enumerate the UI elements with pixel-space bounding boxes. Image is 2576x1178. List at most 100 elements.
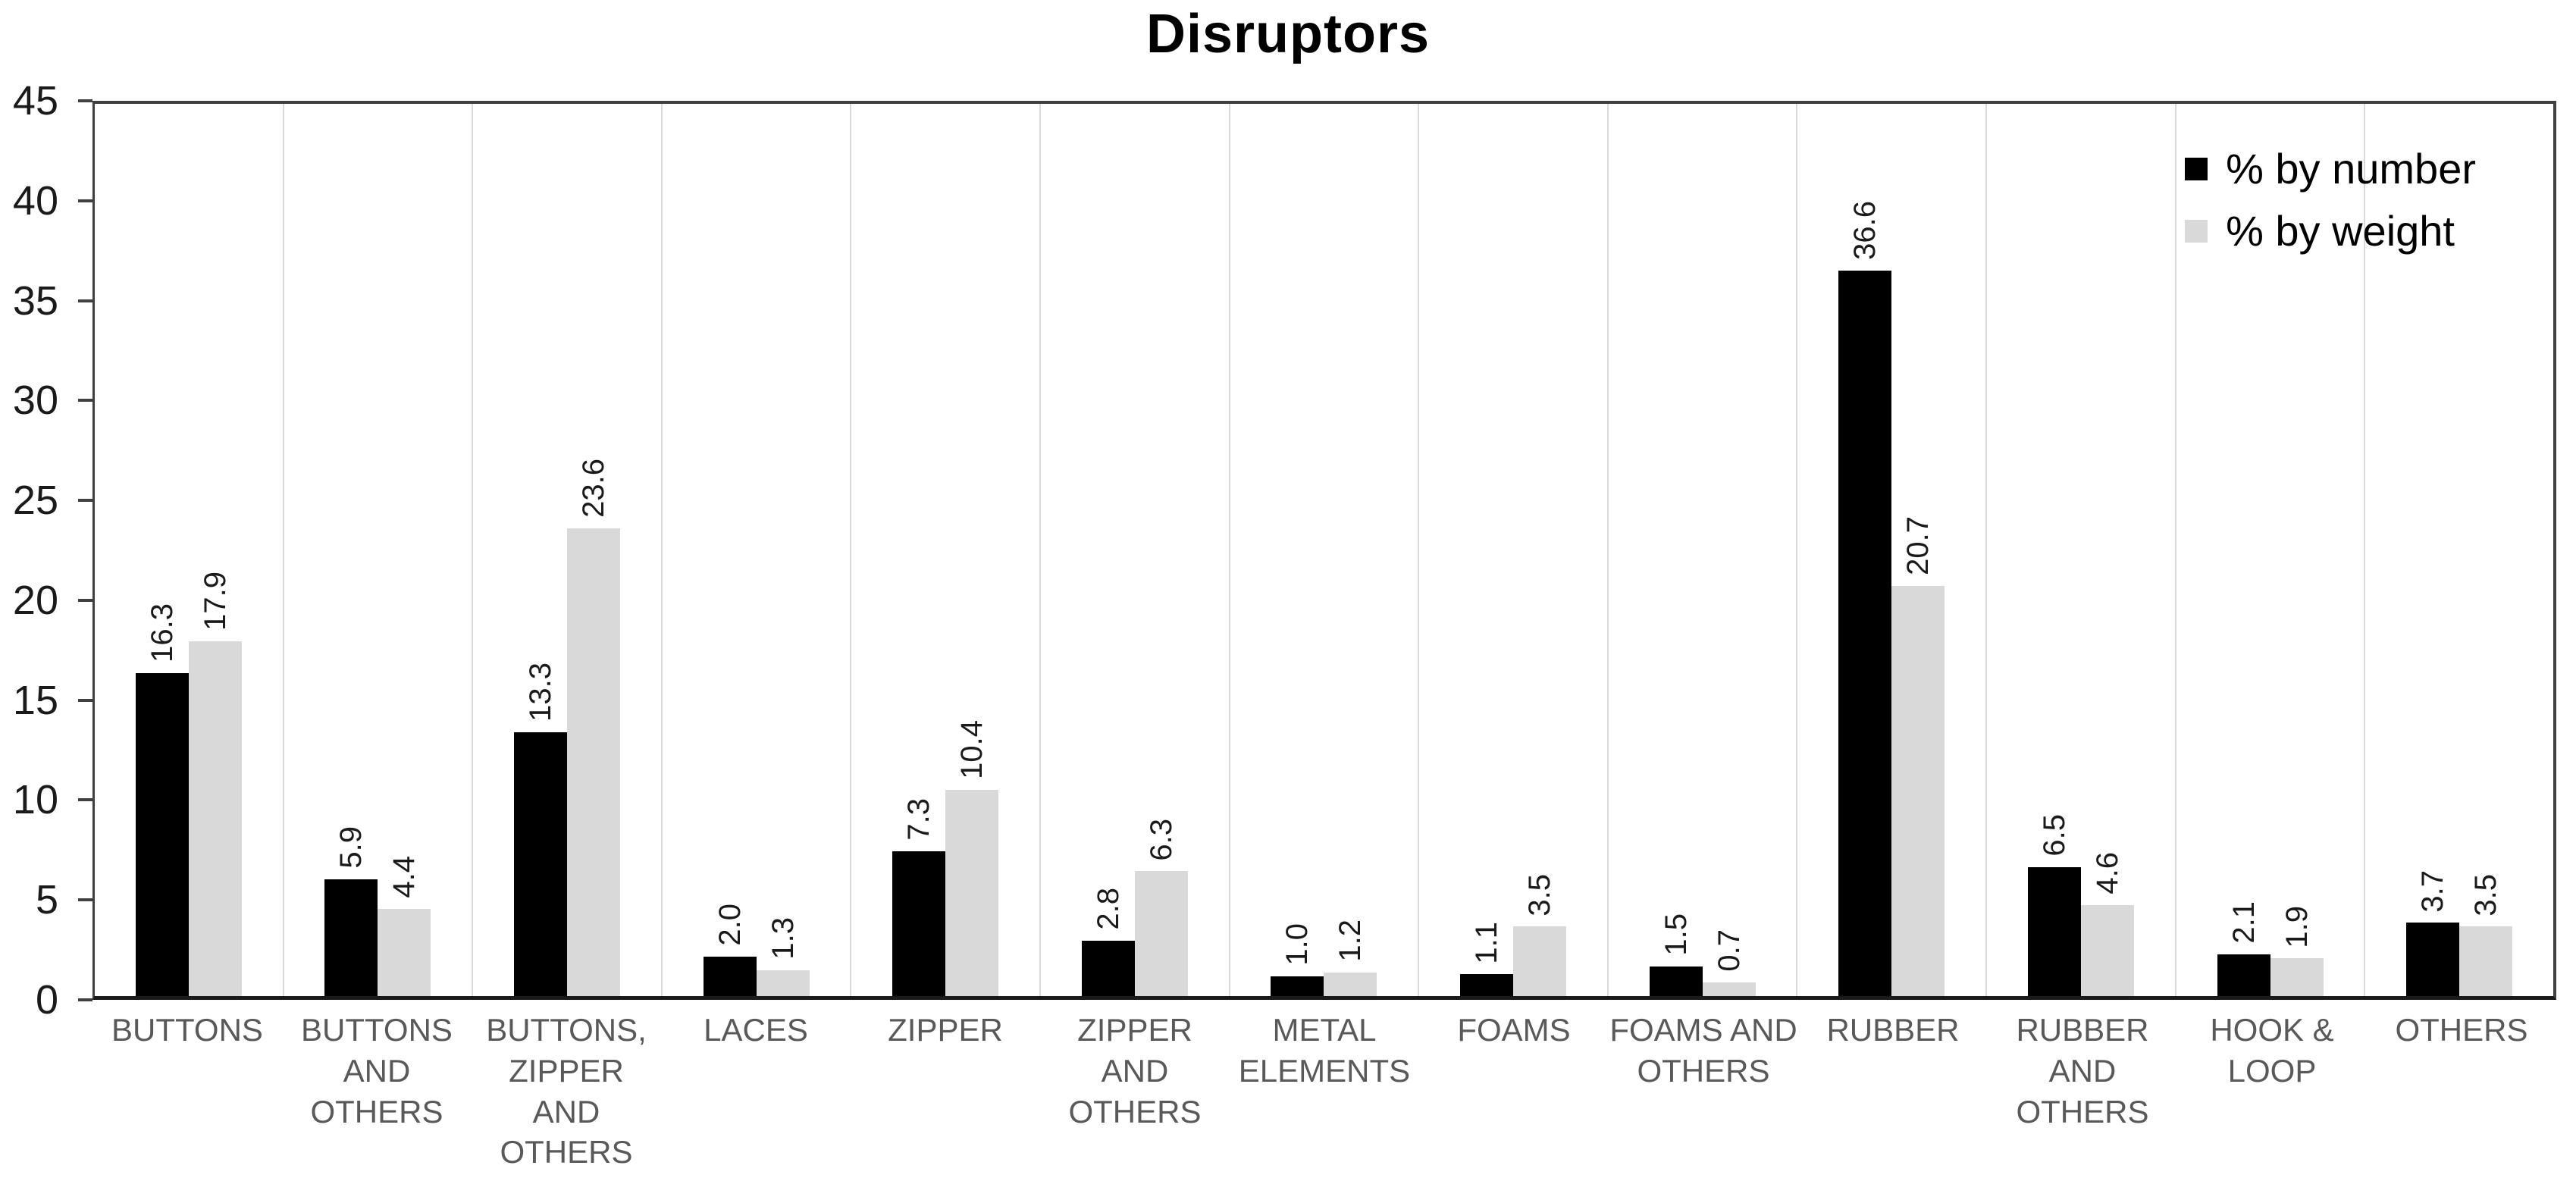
y-axis-tick-mark <box>78 199 92 202</box>
bar-wrap: 3.5 <box>1513 104 1567 996</box>
bar-group: 7.3 10.4 <box>851 104 1039 996</box>
bar-value-label: 1.2 <box>1333 920 1368 962</box>
x-axis-category-label-text: FOAMS AND OTHERS <box>1609 1012 1797 1089</box>
bar-percent-by-number <box>1649 966 1703 996</box>
category-zone: 7.3 10.4 <box>851 104 1042 996</box>
bar-group: 1.1 3.5 <box>1419 104 1607 996</box>
bar-value-label: 16.3 <box>145 603 179 663</box>
bar-group: 2.1 1.9 <box>2176 104 2364 996</box>
y-axis-tick-mark <box>78 798 92 802</box>
bar-percent-by-number <box>514 732 568 996</box>
bar-group: 5.9 4.4 <box>284 104 472 996</box>
x-axis-category-label: BUTTONS AND OTHERS <box>282 1010 472 1173</box>
y-axis-tick-mark <box>78 898 92 902</box>
bar-value-label: 1.5 <box>1659 913 1693 956</box>
x-axis-labels: BUTTONS BUTTONS AND OTHERS BUTTONS, ZIPPER… <box>92 1010 2556 1173</box>
bar-wrap: 17.9 <box>188 104 242 996</box>
category-zone: 3.7 3.5 <box>2365 104 2553 996</box>
y-axis-tick-label: 40 <box>12 177 58 224</box>
y-axis-tick-label: 25 <box>12 478 58 524</box>
category-zone: 1.0 1.2 <box>1230 104 1420 996</box>
bar-percent-by-weight <box>1702 982 1756 996</box>
bar-percent-by-number <box>1460 974 1514 996</box>
y-axis-tick-mark <box>78 299 92 302</box>
bar-wrap: 3.5 <box>2459 104 2513 996</box>
category-zone: 1.1 3.5 <box>1419 104 1609 996</box>
x-axis-category-label: BUTTONS, ZIPPER AND OTHERS <box>472 1010 661 1173</box>
x-axis-category-label-text: LACES <box>704 1012 808 1048</box>
bar-value-label: 36.6 <box>1848 200 1882 260</box>
bar-value-label: 23.6 <box>577 458 611 518</box>
bar-value-label: 2.8 <box>1091 888 1125 930</box>
x-axis-category-label: ZIPPER AND OTHERS <box>1040 1010 1230 1173</box>
bar-wrap: 7.3 <box>892 104 946 996</box>
x-axis-category-label-text: RUBBER AND OTHERS <box>2016 1012 2149 1129</box>
bar-wrap: 1.1 <box>1460 104 1514 996</box>
bar-percent-by-weight <box>1134 871 1188 996</box>
bar-percent-by-weight <box>188 641 242 996</box>
bar-wrap: 1.0 <box>1271 104 1324 996</box>
bar-percent-by-weight <box>2270 958 2324 996</box>
x-axis-category-label-text: HOOK & LOOP <box>2210 1012 2334 1089</box>
x-axis-category-label-text: FOAMS <box>1457 1012 1571 1048</box>
bar-value-label: 1.1 <box>1470 921 1504 964</box>
y-axis-tick-label: 30 <box>12 378 58 424</box>
bar-value-label: 4.4 <box>387 856 421 898</box>
bar-value-label: 5.9 <box>334 826 368 869</box>
bar-group: 1.0 1.2 <box>1230 104 1418 996</box>
bar-wrap: 20.7 <box>1891 104 1945 996</box>
bar-wrap: 1.2 <box>1324 104 1377 996</box>
bar-value-label: 3.5 <box>2469 873 2503 916</box>
bar-value-label: 6.5 <box>2037 814 2071 857</box>
x-axis-category-label-text: BUTTONS AND OTHERS <box>301 1012 453 1129</box>
x-axis-category-label: FOAMS <box>1419 1010 1609 1173</box>
bar-wrap: 1.9 <box>2270 104 2324 996</box>
bar-percent-by-weight <box>378 908 431 996</box>
bar-value-label: 1.3 <box>766 917 800 960</box>
bar-value-label: 6.3 <box>1144 818 1178 861</box>
bar-value-label: 4.6 <box>2090 852 2124 894</box>
x-axis-category-label: LACES <box>661 1010 851 1173</box>
bar-wrap: 2.0 <box>703 104 757 996</box>
bar-percent-by-number <box>2027 867 2081 996</box>
x-axis-category-label: METAL ELEMENTS <box>1230 1010 1419 1173</box>
y-axis-tick-label: 10 <box>12 777 58 823</box>
y-axis-tick-label: 0 <box>35 977 58 1023</box>
x-axis-category-label-text: BUTTONS, ZIPPER AND OTHERS <box>486 1012 647 1170</box>
bar-percent-by-number <box>703 956 757 996</box>
x-axis-category-label-text: OTHERS <box>2395 1012 2528 1048</box>
legend-swatch-weight <box>2185 220 2208 243</box>
legend-label: % by weight <box>2226 207 2455 255</box>
bar-value-label: 7.3 <box>902 798 936 841</box>
chart-title: Disruptors <box>1145 4 1431 64</box>
bar-wrap: 13.3 <box>514 104 568 996</box>
bar-percent-by-weight <box>1513 926 1567 996</box>
bar-group: 36.6 20.7 <box>1797 104 1985 996</box>
x-axis-category-label-text: ZIPPER AND OTHERS <box>1068 1012 1202 1129</box>
bar-wrap: 5.9 <box>324 104 378 996</box>
bar-group: 16.3 17.9 <box>95 104 283 996</box>
y-axis-tick-label: 15 <box>12 677 58 723</box>
bar-group: 2.8 6.3 <box>1041 104 1229 996</box>
x-axis-category-label: BUTTONS <box>92 1010 282 1173</box>
category-zone: 2.1 1.9 <box>2176 104 2366 996</box>
bar-percent-by-weight <box>567 528 621 996</box>
bar-value-label: 1.9 <box>2280 905 2314 948</box>
category-zone: 5.9 4.4 <box>284 104 474 996</box>
category-zone: 2.0 1.3 <box>663 104 852 996</box>
x-axis-category-label-text: BUTTONS <box>111 1012 263 1048</box>
x-axis-category-label-text: METAL ELEMENTS <box>1238 1012 1411 1089</box>
bar-percent-by-weight <box>2080 904 2134 996</box>
category-zone: 36.6 20.7 <box>1797 104 1988 996</box>
bar-wrap: 1.5 <box>1649 104 1703 996</box>
y-axis-tick-mark <box>78 499 92 503</box>
bar-group: 2.0 1.3 <box>663 104 851 996</box>
bar-wrap: 16.3 <box>135 104 189 996</box>
bar-value-label: 17.9 <box>198 571 232 631</box>
bar-group: 13.3 23.6 <box>473 104 661 996</box>
bar-percent-by-number <box>1081 940 1135 996</box>
bar-wrap: 4.6 <box>2080 104 2134 996</box>
category-zones: 16.3 17.9 5.9 4.4 13.3 23.6 2.0 1.3 7.3 10.4 2.8 6.… <box>95 104 2553 996</box>
bar-wrap: 1.3 <box>756 104 810 996</box>
